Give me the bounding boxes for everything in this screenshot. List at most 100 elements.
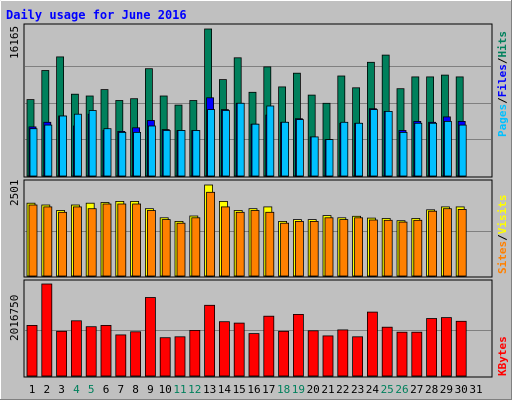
bar-kbytes: [41, 283, 53, 377]
x-tick-label: 5: [88, 383, 95, 396]
bar-pages: [118, 131, 127, 177]
x-tick-label: 18: [277, 383, 290, 396]
bar-pages: [221, 110, 230, 177]
bar-kbytes: [56, 330, 67, 377]
x-tick-label: 10: [159, 383, 172, 396]
x-tick-label: 7: [117, 383, 124, 396]
bar-kbytes: [130, 331, 142, 377]
bar-sites: [354, 217, 364, 277]
x-tick-label: 24: [366, 383, 380, 396]
bar-kbytes: [426, 318, 438, 377]
x-tick-label: 31: [469, 383, 482, 396]
bar-sites: [250, 210, 260, 277]
x-tick-label: 29: [440, 383, 453, 396]
bar-kbytes: [292, 313, 304, 377]
bar-kbytes: [248, 333, 260, 377]
bar-sites: [442, 208, 452, 277]
y-tick-label-kbytes: 2016750: [8, 295, 21, 341]
x-tick-label: 25: [381, 383, 394, 396]
bar-kbytes: [204, 304, 216, 377]
bar-sites: [457, 208, 467, 277]
bar-pages: [236, 102, 245, 177]
bar-sites: [58, 211, 67, 277]
x-tick-label: 16: [247, 383, 260, 396]
x-tick-label: 4: [73, 383, 80, 396]
bar-kbytes: [174, 336, 186, 377]
x-tick-label: 30: [455, 383, 468, 396]
bar-pages: [369, 109, 378, 177]
x-tick-label: 26: [395, 383, 408, 396]
legend-hits-files-pages: Pages/Files/Hits: [496, 31, 509, 137]
bar-kbytes: [159, 337, 171, 377]
legend-visits-sites: Sites/Visits: [496, 195, 509, 275]
x-axis-day-labels: 1 2 3 4 5 6 7 8 9 10 11 12 13 14 15 16 17 18 19 20 21 22 23 24 2…: [29, 383, 483, 396]
y-tick-label-visits: 2501: [8, 180, 21, 207]
bar-sites: [413, 219, 423, 277]
bar-pages: [266, 105, 275, 177]
x-tick-label: 9: [147, 383, 154, 396]
bar-pages: [29, 128, 38, 177]
bar-pages: [295, 119, 304, 177]
bar-kbytes: [440, 317, 452, 377]
x-tick-label: 1: [29, 383, 36, 396]
legend-hits: Hits: [496, 31, 509, 58]
bar-pages: [399, 131, 408, 177]
x-tick-label: 20: [307, 383, 320, 396]
bar-pages: [325, 139, 334, 177]
bar-pages: [340, 121, 349, 177]
bar-kbytes: [100, 324, 112, 377]
x-tick-label: 17: [262, 383, 275, 396]
bar-sites: [309, 220, 319, 277]
bar-sites: [324, 217, 334, 277]
x-tick-label: 23: [351, 383, 364, 396]
x-tick-label: 14: [218, 383, 232, 396]
bar-pages: [355, 122, 364, 177]
bar-pages: [207, 109, 216, 177]
bar-kbytes: [322, 335, 334, 377]
bar-pages: [147, 125, 156, 177]
bar-kbytes: [189, 329, 201, 377]
bar-kbytes: [218, 321, 230, 377]
bar-kbytes: [26, 324, 38, 377]
bar-sites: [383, 219, 393, 277]
bar-pages: [59, 115, 67, 177]
x-tick-label: 15: [233, 383, 246, 396]
bar-kbytes: [381, 326, 393, 377]
bar-pages: [384, 111, 393, 177]
x-tick-label: 13: [203, 383, 216, 396]
x-tick-label: 19: [292, 383, 305, 396]
bar-kbytes: [278, 330, 290, 377]
bar-sites: [176, 222, 186, 277]
x-tick-label: 22: [336, 383, 349, 396]
bar-sites: [235, 211, 245, 277]
x-tick-label: 8: [132, 383, 139, 396]
bar-kbytes: [411, 331, 423, 377]
x-tick-label: 12: [188, 383, 201, 396]
bar-kbytes: [307, 330, 319, 377]
bar-pages: [103, 128, 112, 177]
bar-kbytes: [352, 336, 364, 377]
bar-kbytes: [71, 320, 82, 377]
bar-sites: [428, 210, 438, 277]
bar-sites: [161, 219, 171, 277]
bar-pages: [443, 121, 452, 177]
bar-sites: [206, 191, 216, 277]
bar-sites: [398, 221, 408, 277]
chart-title: Daily usage for June 2016: [6, 8, 187, 22]
bar-pages: [310, 136, 319, 177]
x-tick-label: 21: [321, 383, 334, 396]
bar-sites: [220, 206, 230, 277]
bar-pages: [429, 122, 438, 177]
legend-separator: /: [496, 234, 509, 241]
bar-sites: [102, 203, 112, 277]
legend-visits: Visits: [496, 195, 509, 235]
bar-sites: [146, 210, 156, 277]
legend-sites: Sites: [496, 241, 509, 274]
bar-marks: [26, 28, 467, 377]
y-tick-label-hits: 16165: [8, 26, 21, 59]
x-tick-label: 11: [173, 383, 186, 396]
bar-pages: [74, 113, 82, 177]
bar-sites: [368, 219, 378, 277]
bar-pages: [44, 124, 53, 177]
